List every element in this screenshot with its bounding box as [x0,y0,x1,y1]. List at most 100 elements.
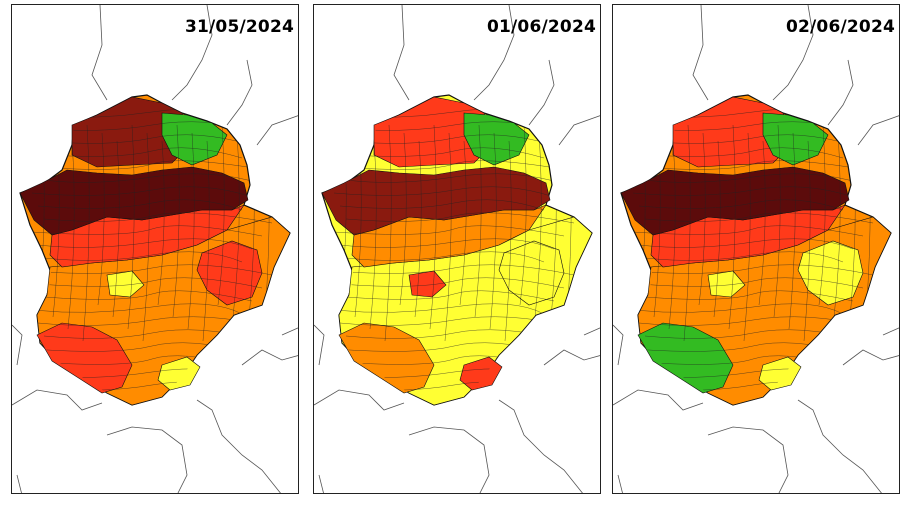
map-region-southwest [637,322,734,394]
map-date-label: 31/05/2024 [184,17,294,37]
country-border-line [882,327,899,336]
municipality-line [758,140,766,306]
map-svg [613,5,899,493]
municipality-line [644,290,854,302]
municipality-line [37,199,243,211]
municipality-line [333,264,575,276]
country-border-line [408,426,490,493]
country-border-line [692,5,709,101]
map-region-spot [157,356,201,391]
municipality-line [632,147,844,159]
municipality-line [43,173,263,185]
municipality-line [31,186,253,198]
country-border-line [617,474,623,493]
country-border-line [106,426,188,493]
municipality-line [632,225,864,237]
municipality-line [644,173,864,185]
map-region-band [321,166,551,236]
map-region-southwest [338,322,435,394]
country-border-line [473,5,515,101]
country-border-line [196,399,281,493]
municipality-line [632,303,844,315]
country-border-line [842,349,899,366]
municipality-line [644,134,854,146]
country-border-line [707,426,789,493]
map-date-label: 02/06/2024 [785,17,895,37]
municipality-line [519,124,527,306]
country-border-line [12,389,103,411]
country-border-line [318,474,324,493]
municipality-line [31,147,243,159]
country-border-line [827,59,854,126]
map-region-east [498,240,565,306]
country-border-line [12,324,23,366]
map-region-spot [758,356,802,391]
municipality-line [232,132,240,318]
municipality-line [187,132,195,330]
municipality-line [43,134,253,146]
map-region-southwest [36,322,133,394]
municipality-line [644,212,874,224]
municipality-line [803,140,811,342]
municipality-line [818,124,826,306]
municipality-line [172,124,180,318]
municipality-line [339,238,555,250]
country-border-line [613,389,704,411]
municipality-line [127,124,135,330]
country-border-line [583,327,600,336]
municipality-line [632,186,854,198]
municipality-line [345,134,555,146]
municipality-line [339,199,545,211]
municipality-line [157,140,165,306]
municipality-line [369,140,377,330]
municipality-line [632,264,874,276]
country-border-line [528,59,555,126]
municipality-line [217,124,225,306]
country-border-line [543,349,600,366]
country-border-line [314,324,325,366]
municipality-line [31,264,273,276]
country-border-line [314,389,405,411]
municipality-line [399,132,407,306]
country-border-line [498,399,583,493]
municipality-line [345,290,555,302]
municipality-line [833,132,841,318]
municipality-line [333,147,545,159]
municipality-line [31,303,243,315]
country-border-line [241,349,298,366]
map-svg [12,5,298,493]
municipality-line [43,251,243,263]
municipality-line [644,251,844,263]
map-panel-1: 31/05/2024 [11,4,299,494]
municipality-line [82,124,90,342]
municipality-line [668,140,676,330]
municipality-line [728,124,736,330]
municipality-line [345,212,575,224]
country-border-line [393,5,410,101]
municipality-line [345,173,565,185]
municipality-line [43,290,253,302]
municipality-line [67,140,75,330]
map-svg [314,5,600,493]
country-border-line [772,5,814,101]
municipality-line [37,238,253,250]
municipality-line [459,140,467,306]
country-border-line [171,5,213,101]
municipality-line [743,132,751,342]
municipality-line [429,124,437,330]
municipality-line [333,186,555,198]
municipality-line [474,124,482,318]
municipality-line [444,132,452,342]
municipality-line [788,132,796,330]
map-region-band [620,166,850,236]
municipality-line [345,251,545,263]
map-panel-2: 01/06/2024 [313,4,601,494]
country-border-line [91,5,108,101]
municipality-line [698,132,706,306]
municipality-line [384,124,392,342]
municipality-line [333,303,545,315]
map-region-east [797,240,864,306]
country-border-line [281,327,298,336]
municipality-line [142,132,150,342]
municipality-line [43,212,273,224]
